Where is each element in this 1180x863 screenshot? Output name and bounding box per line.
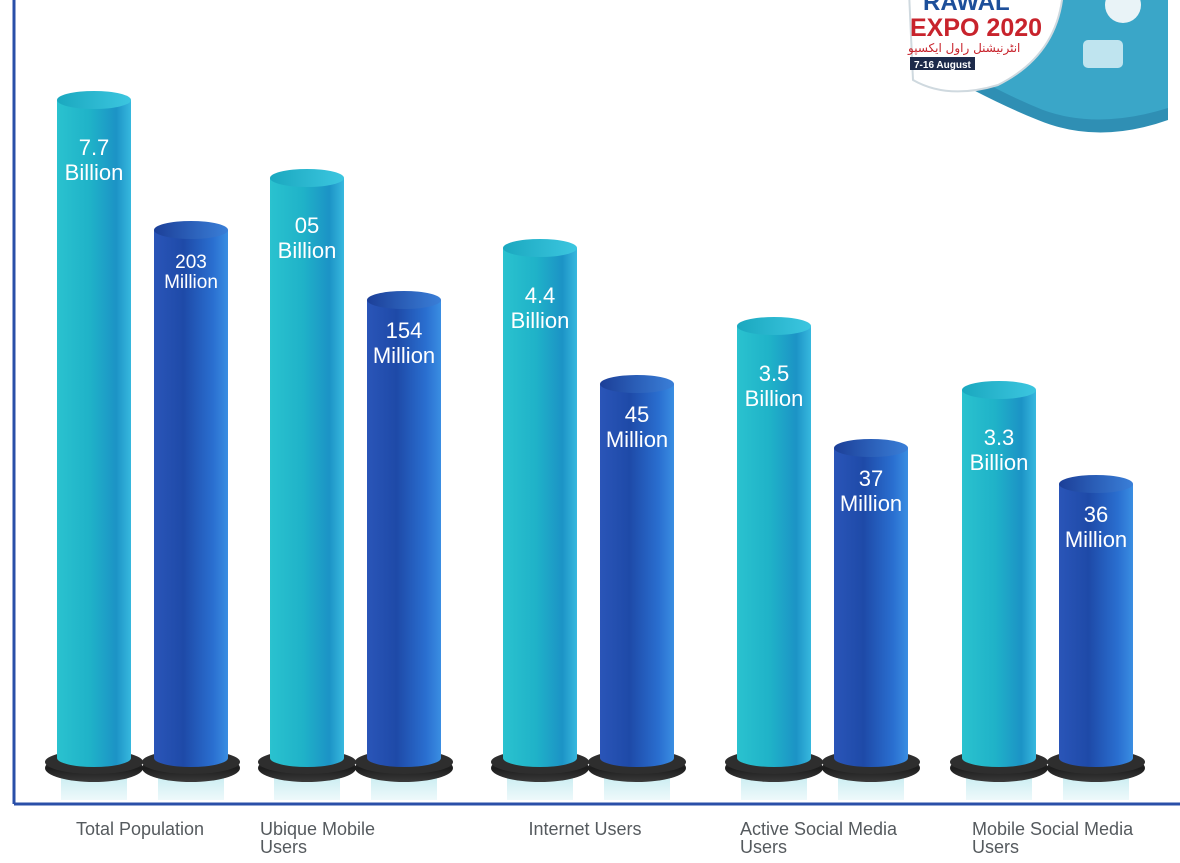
bar [142,221,240,800]
logo-dates: 7-16 August [914,60,972,71]
category-label: Mobile Social Media [972,819,1134,839]
bar-reflection [966,778,1032,800]
bar-unit-label: Billion [511,308,570,333]
bar-body [1059,484,1133,767]
bar-body [57,100,131,767]
bar [588,375,686,800]
bar-value-label: 4.4 [525,283,556,308]
bar-unit-label: Million [1065,527,1127,552]
bar [1047,475,1145,800]
bar-reflection [274,778,340,800]
bar-value-label: 203 [175,252,207,273]
bar-top [503,239,577,257]
bar-reflection [1063,778,1129,800]
bar [258,169,356,800]
bar [950,381,1048,800]
bar-value-label: 05 [295,213,319,238]
bar-top [962,381,1036,399]
bar-body [737,326,811,767]
bar [725,317,823,800]
category-labels: Total Population Ubique MobileUsersIntern… [76,819,1134,857]
logo-line3: انٹرنیشنل راول ایکسپو [907,41,1020,56]
bar-reflection [371,778,437,800]
category-label: Internet Users [528,819,641,839]
bar-top [737,317,811,335]
bar-top [834,439,908,457]
bar [491,239,589,800]
category-label: Users [972,837,1019,857]
bar-value-label: 3.5 [759,361,790,386]
expo-logo: RAWAL EXPO 2020 انٹرنیشنل راول ایکسپو 7-… [907,0,1168,133]
bar-top [600,375,674,393]
logo-line2: EXPO 2020 [910,14,1042,42]
bar-reflection [61,778,127,800]
bar-value-label: 154 [386,318,423,343]
bar-unit-label: Billion [745,386,804,411]
bar-unit-label: Billion [970,450,1029,475]
bar-value-label: 45 [625,402,649,427]
bar-reflection [604,778,670,800]
bar-unit-label: Million [606,427,668,452]
category-label: Ubique Mobile [260,819,375,839]
bar-reflection [507,778,573,800]
bar-top [367,291,441,309]
bar-body [834,448,908,767]
bar-unit-label: Billion [65,160,124,185]
bar-unit-label: Million [373,343,435,368]
logo-line1: RAWAL [923,0,1010,16]
bar-body [600,384,674,767]
bar-unit-label: Million [164,272,218,293]
category-label: Active Social Media [740,819,898,839]
category-label: Users [740,837,787,857]
bar-body [962,390,1036,767]
bar-body [154,230,228,767]
category-label: Total Population [76,819,204,839]
bar-reflection [741,778,807,800]
bar-reflection [838,778,904,800]
bar [822,439,920,800]
bar-body [367,300,441,767]
category-label: Users [260,837,307,857]
bar [355,291,453,800]
bar-top [1059,475,1133,493]
bar-body [270,178,344,767]
bar-top [57,91,131,109]
bars-layer: 7.7Billion05Billion4.4Billion3.5Billion3… [45,91,1145,800]
bar-value-label: 36 [1084,502,1108,527]
bar-value-label: 7.7 [79,135,110,160]
bar-value-label: 3.3 [984,425,1015,450]
bar-value-label: 37 [859,466,883,491]
bar-top [270,169,344,187]
bar-body [503,248,577,767]
bar-unit-label: Billion [278,238,337,263]
bar-top [154,221,228,239]
bar-reflection [158,778,224,800]
bar-unit-label: Million [840,491,902,516]
bar [45,91,143,800]
